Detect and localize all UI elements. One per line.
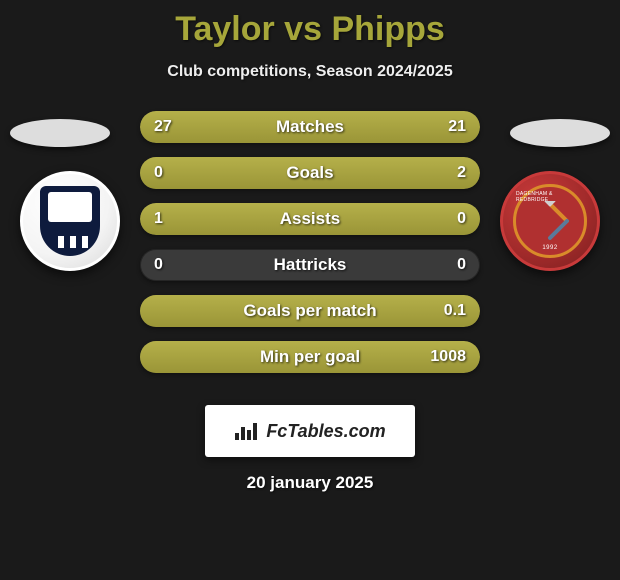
crossed-hammers-icon — [530, 201, 570, 241]
brand-text: FcTables.com — [266, 421, 385, 442]
crest-ring-text: DAGENHAM & REDBRIDGE — [516, 191, 584, 203]
brand-footer[interactable]: FcTables.com — [205, 405, 415, 457]
stat-bar-row: 10Assists — [140, 203, 480, 235]
stat-bar-row: 02Goals — [140, 157, 480, 189]
stat-bar-row: 1008Min per goal — [140, 341, 480, 373]
bar-fill-right — [140, 157, 480, 189]
player-slot-left — [10, 119, 110, 147]
stat-bar-row: 0.1Goals per match — [140, 295, 480, 327]
club-crest-left — [20, 171, 120, 271]
stat-bar-row: 0 0Hattricks — [140, 249, 480, 281]
crest-year: 1992 — [542, 245, 557, 251]
player-slot-right — [510, 119, 610, 147]
southend-shield-icon — [40, 186, 100, 256]
bar-chart-icon — [234, 421, 258, 441]
bar-value-left: 0 — [154, 249, 163, 281]
bar-value-right: 0 — [457, 249, 466, 281]
stat-bars-container: 2721Matches 02Goals 10Assists 0 0Hattricks 0.… — [140, 111, 480, 387]
bar-fill-right — [140, 295, 480, 327]
bar-fill-left — [140, 111, 330, 143]
comparison-subtitle: Club competitions, Season 2024/2025 — [0, 63, 620, 81]
club-crest-right: DAGENHAM & REDBRIDGE 1992 — [500, 171, 600, 271]
bar-fill-right — [140, 341, 480, 373]
stat-bar-row: 2721Matches — [140, 111, 480, 143]
comparison-title: Taylor vs Phipps — [0, 0, 620, 49]
dagenham-badge-icon: DAGENHAM & REDBRIDGE 1992 — [513, 184, 587, 258]
bar-fill-right — [330, 111, 480, 143]
comparison-main: DAGENHAM & REDBRIDGE 1992 2721Matches 02G… — [0, 111, 620, 391]
bar-label: Hattricks — [140, 249, 480, 281]
snapshot-date: 20 january 2025 — [0, 473, 620, 493]
bar-fill-left — [140, 203, 480, 235]
